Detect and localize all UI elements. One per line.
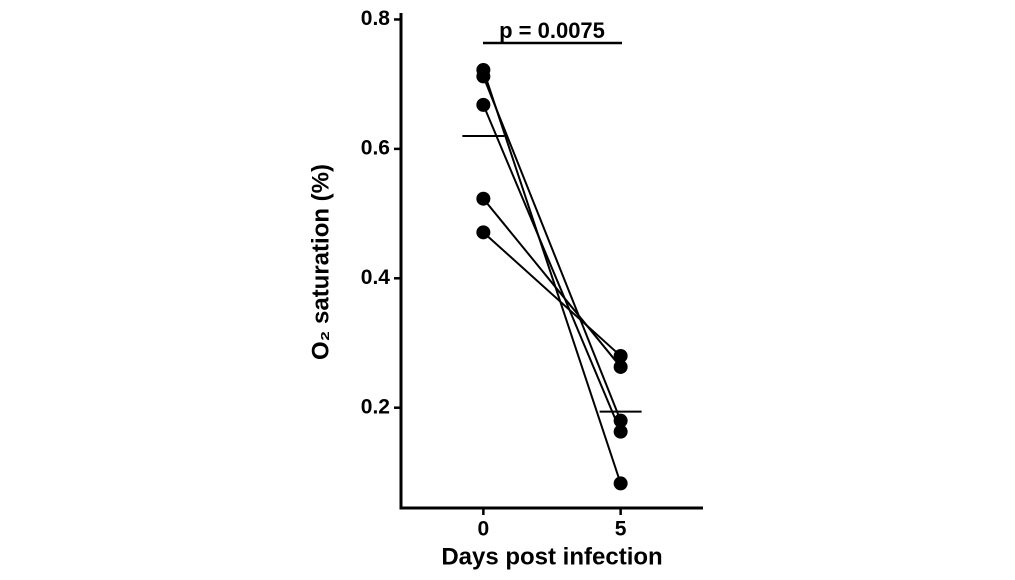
pair-line <box>482 231 622 357</box>
y-tick-label: 0.6 <box>361 136 390 159</box>
x-axis-label: Days post infection <box>441 543 662 570</box>
pair-line <box>482 104 622 433</box>
point <box>476 97 491 112</box>
pair-line <box>482 198 622 368</box>
x-tick-label: 0 <box>478 518 490 541</box>
point <box>613 359 628 374</box>
point <box>476 69 491 84</box>
point <box>476 191 491 206</box>
y-axis-label: O₂ saturation (%) <box>307 164 334 360</box>
y-tick-label: 0.4 <box>361 266 391 289</box>
y-tick-label: 0.8 <box>361 7 391 30</box>
point <box>613 348 628 363</box>
x-tick-label: 5 <box>615 518 627 541</box>
point <box>613 476 628 491</box>
annotation: p = 0.0075 <box>499 18 605 43</box>
point <box>613 413 628 428</box>
point <box>476 225 491 240</box>
pair-line <box>482 69 622 484</box>
y-tick-label: 0.2 <box>361 395 390 418</box>
point <box>613 424 628 439</box>
pair-line <box>482 76 622 422</box>
